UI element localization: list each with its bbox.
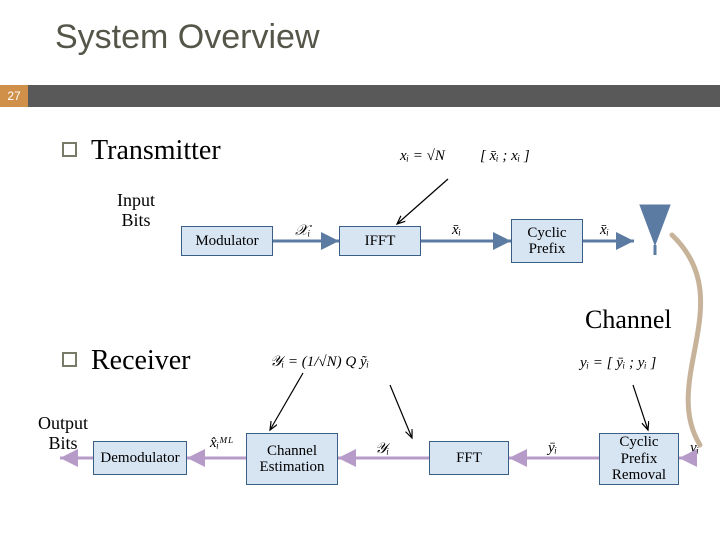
block-demodulator: Demodulator [93, 441, 187, 475]
block-cyclic-prefix: Cyclic Prefix [511, 219, 583, 263]
math-xi-bar: x̄ᵢ [452, 222, 461, 239]
section-receiver-label: Receiver [91, 345, 191, 376]
block-modulator: Modulator [181, 226, 273, 256]
label-input-bits: Input Bits [117, 191, 155, 231]
block-cp-removal: Cyclic Prefix Removal [599, 433, 679, 485]
page-bar [0, 85, 720, 107]
math-Xi: 𝒳ᵢ [295, 222, 310, 240]
math-yi: yᵢ [690, 440, 699, 457]
math-xi-vec: [ x̄ᵢ ; xᵢ ] [480, 148, 530, 165]
math-xi-bar2: x̄ᵢ [600, 222, 609, 239]
math-xi-ml: x̂ᵢᴹᴸ [210, 435, 234, 452]
channel-label: Channel [585, 305, 672, 335]
label-output-bits: Output Bits [38, 414, 88, 454]
math-yi-vec: yᵢ = [ ȳᵢ ; yᵢ ] [580, 355, 656, 372]
math-xi-eq: xᵢ = √N [400, 148, 445, 165]
block-fft: FFT [429, 441, 509, 475]
bullet-icon [62, 142, 77, 157]
section-receiver: Receiver [62, 345, 191, 377]
page-title: System Overview [55, 18, 320, 57]
math-yi-eq: 𝒴ᵢ = (1/√N) Q ỹᵢ [270, 353, 369, 371]
section-transmitter: Transmitter [62, 135, 221, 167]
block-channel-est: Channel Estimation [246, 433, 338, 485]
block-ifft: IFFT [339, 226, 421, 256]
math-yi-bar: ȳᵢ [548, 440, 557, 457]
page-number: 27 [0, 85, 28, 107]
math-Yi: 𝒴ᵢ [375, 440, 389, 458]
bullet-icon [62, 352, 77, 367]
section-transmitter-label: Transmitter [91, 135, 221, 166]
